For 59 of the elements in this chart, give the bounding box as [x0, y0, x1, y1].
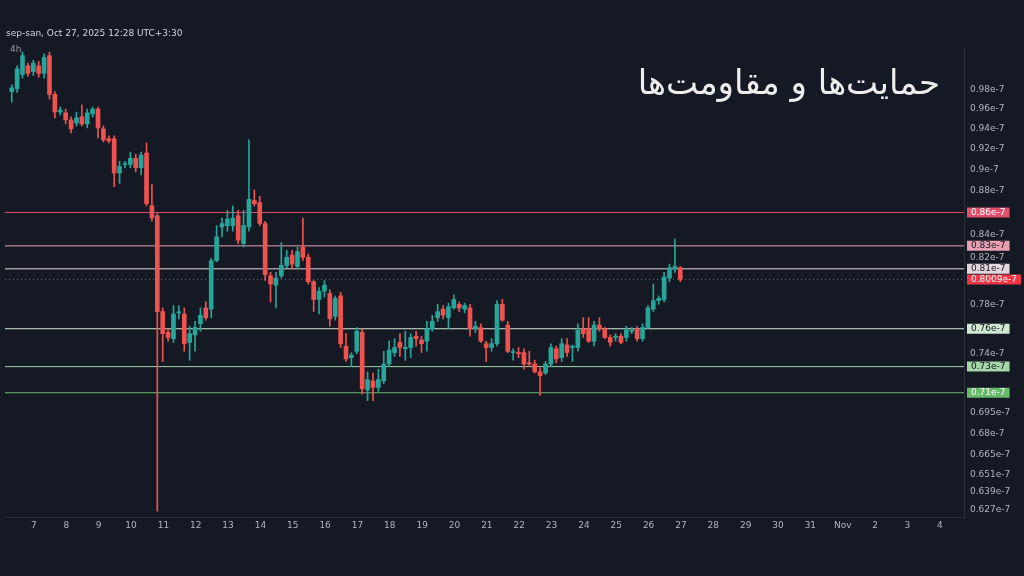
y-tick-label: 0.88e-7 — [970, 185, 1005, 196]
x-tick-label: 29 — [739, 519, 752, 530]
x-tick-label: 27 — [675, 519, 687, 530]
y-tick-label: 0.92e-7 — [970, 143, 1005, 154]
x-tick-label: 9 — [95, 519, 102, 530]
ref-line-label: 0.86e-7 — [971, 206, 1006, 217]
x-tick-label: 3 — [904, 519, 911, 530]
ref-line-label: 0.83e-7 — [971, 240, 1006, 251]
x-tick-label: 11 — [157, 519, 170, 530]
x-tick-label: 18 — [384, 519, 396, 530]
ref-line-label: 0.76e-7 — [971, 323, 1006, 334]
x-tick-label: 14 — [254, 519, 267, 530]
x-tick-label: 8 — [63, 519, 70, 530]
x-tick-label: 20 — [448, 519, 461, 530]
x-tick-label: 31 — [804, 519, 817, 530]
x-tick-label: 17 — [351, 519, 364, 530]
ref-line-label: 0.71e-7 — [971, 387, 1006, 398]
candlestick — [526, 350, 532, 367]
y-tick-label: 0.695e-7 — [970, 407, 1011, 418]
x-tick-label: 19 — [416, 519, 429, 530]
candlestick — [510, 348, 516, 361]
y-tick-label: 0.74e-7 — [970, 348, 1005, 359]
y-tick-label: 0.665e-7 — [970, 448, 1011, 459]
y-tick-label: 0.627e-7 — [970, 504, 1011, 515]
y-tick-label: 0.96e-7 — [970, 103, 1005, 114]
x-tick-label: 4 — [936, 519, 943, 530]
chart-subtitle: 4h — [10, 44, 22, 54]
x-tick-label: 13 — [222, 519, 234, 530]
x-tick-label: 7 — [31, 519, 37, 530]
y-tick-label: 0.68e-7 — [970, 427, 1005, 438]
y-tick-label: 0.82e-7 — [970, 251, 1005, 262]
y-tick-label: 0.639e-7 — [970, 486, 1011, 497]
x-tick-label: 16 — [319, 519, 332, 530]
x-tick-label: 30 — [772, 519, 784, 530]
y-tick-label: 0.84e-7 — [970, 228, 1005, 239]
ref-line-label: 0.73e-7 — [971, 360, 1006, 371]
x-tick-label: 24 — [578, 519, 590, 530]
x-tick-label: 26 — [642, 519, 655, 530]
x-tick-label: 22 — [513, 519, 525, 530]
ref-line-label: 0.81e-7 — [971, 263, 1006, 274]
x-tick-label: 10 — [125, 519, 138, 530]
x-tick-label: 25 — [610, 519, 622, 530]
text: sep-san, Oct 27, 2025 12:28 UTC+3:30 — [6, 28, 183, 38]
candlestick — [176, 305, 182, 320]
y-tick-label: 0.94e-7 — [970, 123, 1005, 134]
y-tick-label: 0.651e-7 — [970, 468, 1011, 479]
y-tick-label: 0.98e-7 — [970, 83, 1005, 94]
ref-line-label: 0.8009e-7 — [971, 273, 1018, 284]
y-tick-label: 0.78e-7 — [970, 298, 1005, 309]
x-tick-label: 15 — [287, 519, 299, 530]
text: حمایت‌ها و مقاومت‌ها — [637, 62, 940, 102]
candlestick — [483, 340, 489, 362]
x-tick-label: 21 — [481, 519, 493, 530]
x-tick-label: 28 — [707, 519, 720, 530]
x-tick-label: Nov — [833, 519, 853, 530]
x-tick-label: 23 — [545, 519, 558, 530]
x-tick-label: 2 — [872, 519, 878, 530]
x-tick-label: 12 — [190, 519, 202, 530]
y-tick-label: 0.9e-7 — [970, 164, 999, 175]
